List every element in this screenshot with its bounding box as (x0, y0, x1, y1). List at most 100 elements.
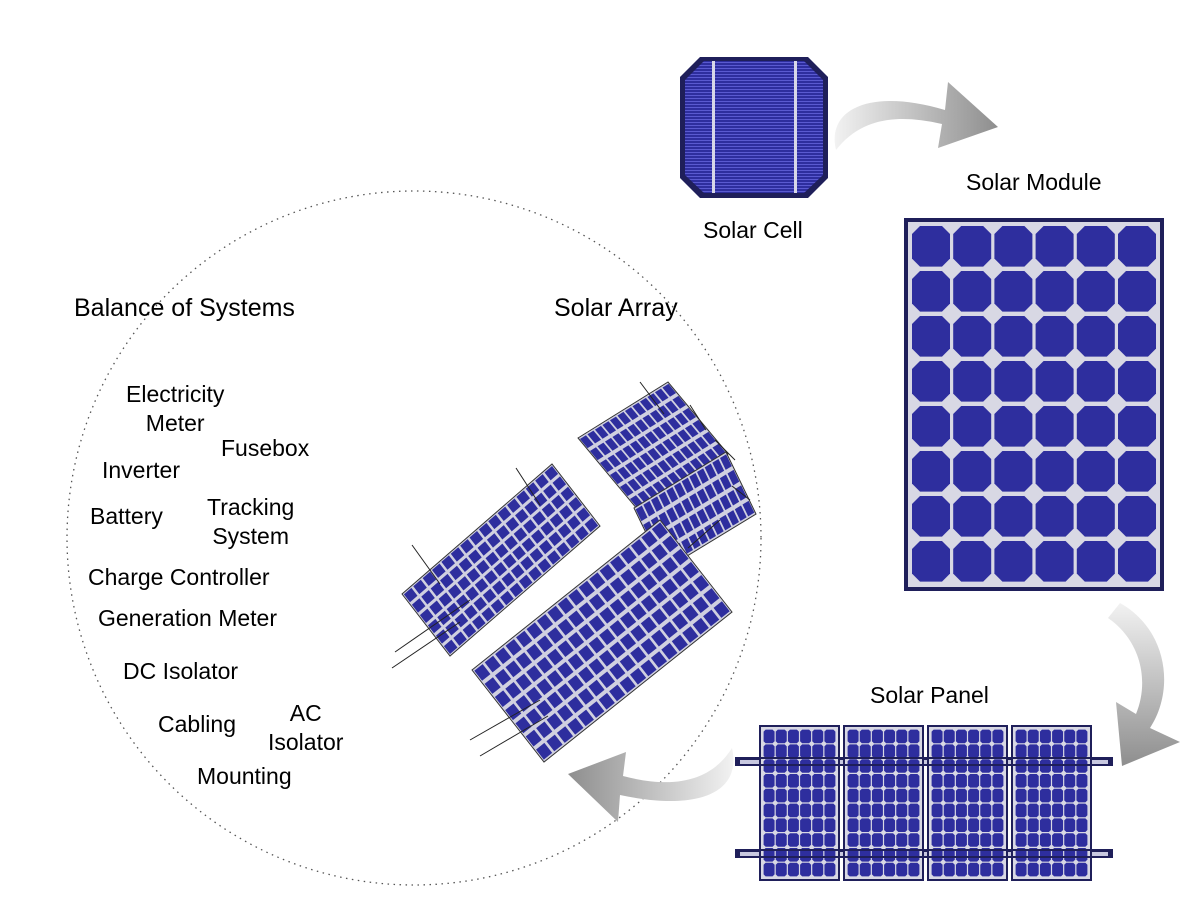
array-cell (712, 458, 725, 475)
panel-cell (775, 818, 787, 832)
panel-cell (968, 833, 980, 847)
panel-cell (943, 862, 955, 877)
array-cell (609, 684, 626, 702)
panel-cell (1052, 848, 1064, 862)
array-cell (588, 658, 605, 675)
panel-cell (884, 818, 896, 832)
array-cell (502, 553, 517, 569)
array-cell (624, 461, 639, 475)
array-cell (484, 570, 498, 585)
array-cell (526, 622, 543, 640)
module-cell (953, 271, 992, 312)
panel-cell (800, 729, 812, 744)
array-cell (472, 615, 486, 630)
module-cell (1076, 316, 1115, 357)
array-cell (651, 608, 668, 625)
panel-cell (980, 833, 992, 847)
array-mount-line (411, 544, 441, 585)
array-cell (674, 482, 686, 498)
solar-module-label: Solar Module (966, 169, 1102, 195)
array-cell (640, 659, 657, 677)
array-cell (486, 533, 501, 548)
panel-cell (812, 833, 824, 847)
array-cell (632, 457, 647, 471)
panel-cell (1027, 833, 1039, 847)
array-cell (547, 550, 561, 565)
array-cell (513, 527, 528, 542)
array-cell (617, 466, 632, 480)
solar-array-icon (391, 381, 757, 763)
panel-cell (1039, 744, 1051, 758)
array-cell (657, 405, 672, 419)
panel-cell (955, 862, 967, 877)
array-cell (549, 513, 564, 528)
array-cell (664, 400, 679, 414)
array-cell (578, 666, 595, 684)
array-cell (672, 570, 689, 587)
panel-cell (871, 862, 883, 877)
panel-cell (1015, 862, 1027, 877)
panel-cell (859, 833, 871, 847)
array-cell (505, 703, 522, 721)
array-cell (599, 628, 616, 646)
array-cell (620, 547, 637, 565)
array-cell (622, 445, 637, 459)
array-cell (727, 469, 740, 486)
array-cell (661, 578, 678, 596)
panel-cell (847, 862, 859, 877)
array-cell (536, 721, 553, 739)
array-cell (697, 468, 709, 484)
array-cell (703, 609, 720, 627)
array-mount-line (687, 519, 721, 549)
panel-cell (908, 729, 920, 744)
array-cell (568, 589, 585, 606)
array-cell (651, 543, 668, 561)
array-cell (567, 674, 584, 692)
array-cell (507, 498, 521, 513)
panel-cell (992, 729, 1004, 744)
array-cell (588, 679, 605, 697)
panel-cell (1015, 833, 1027, 847)
array-cell (567, 632, 585, 649)
panel-cell (763, 774, 775, 788)
array-cell (614, 449, 629, 463)
panel-cell (968, 803, 980, 818)
panel-cell (884, 803, 896, 818)
module-cell (1035, 361, 1074, 402)
array-cell (462, 623, 477, 638)
array-cell (719, 514, 732, 531)
bos-electricity-meter-line2: Meter (145, 409, 205, 436)
panel-cell (968, 818, 980, 832)
array-cell (682, 604, 699, 622)
array-cell (619, 428, 634, 442)
bos-ac-isolator: AC Isolator (268, 699, 343, 757)
array-cell (515, 695, 532, 712)
array-cell (526, 686, 543, 704)
array-cell (630, 646, 647, 664)
array-cell (546, 734, 563, 752)
array-cell (466, 567, 481, 583)
panel-cell (871, 833, 883, 847)
array-cell (674, 412, 689, 426)
panel-cell (884, 774, 896, 788)
panel-cell (763, 803, 775, 818)
panel-cell (812, 862, 824, 877)
panel-cell (812, 818, 824, 832)
panel-cell (992, 818, 1004, 832)
array-cell (413, 579, 427, 595)
array-cell (720, 454, 732, 470)
array-cell (578, 580, 595, 598)
panel-cell (847, 818, 859, 832)
array-mount-line (515, 467, 541, 506)
array-cell (712, 479, 724, 495)
module-cell (953, 451, 992, 492)
array-cell (711, 519, 724, 536)
array-cell (560, 486, 575, 502)
array-cell (468, 549, 482, 564)
panel-rail (735, 757, 1113, 766)
array-mount-line (731, 485, 751, 501)
array-cell (557, 597, 575, 615)
array-cell (640, 595, 658, 612)
array-cell (649, 409, 664, 423)
array-cell (521, 537, 536, 553)
